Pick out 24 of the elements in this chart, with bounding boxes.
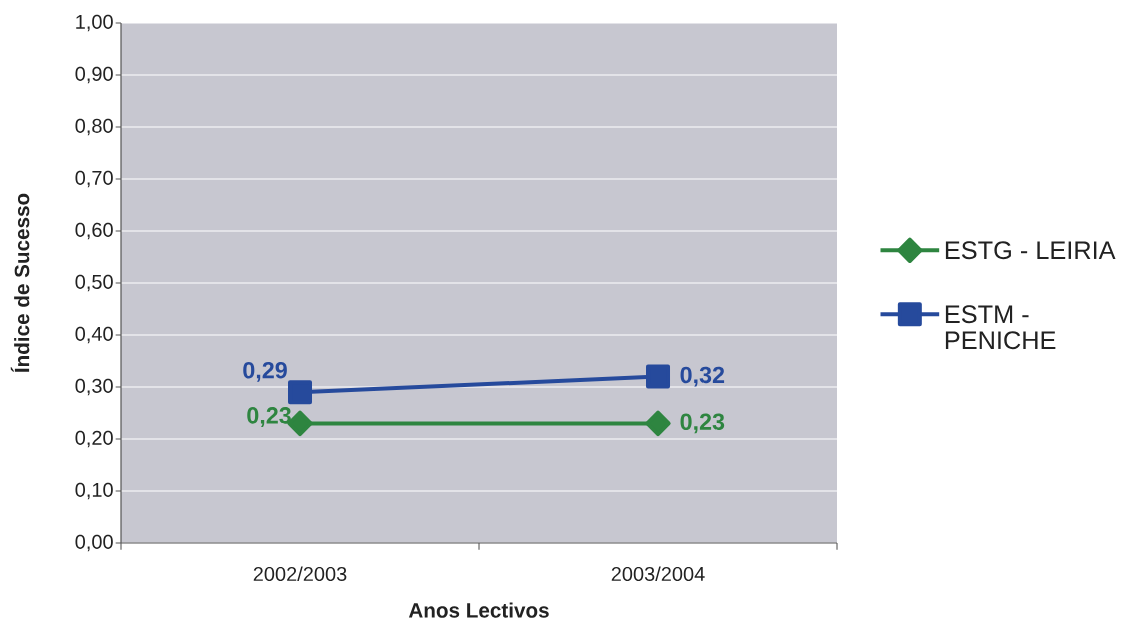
y-axis-title: Índice de Sucesso — [10, 193, 30, 373]
point — [646, 364, 671, 389]
y-tick-label: 0,90 — [75, 66, 113, 84]
y-tick-label: 0,80 — [75, 118, 113, 136]
data-label: 0,29 — [243, 361, 287, 382]
data-label: 0,23 — [247, 407, 291, 428]
y-tick-label: 0,10 — [75, 482, 113, 500]
x-tick-label: 2003/2004 — [611, 566, 705, 582]
x-axis-title: Anos Lectivos — [408, 602, 549, 618]
point — [288, 380, 313, 405]
y-tick-label: 1,00 — [76, 14, 113, 32]
y-tick-label: 0,20 — [75, 430, 113, 448]
data-label: 0,32 — [680, 366, 725, 387]
x-tick-label: 2002/2003 — [253, 566, 347, 582]
y-tick-label: 0,30 — [75, 378, 113, 396]
y-tick-label: 0,50 — [75, 274, 113, 292]
y-tick-label: 0,40 — [75, 326, 113, 344]
y-tick-label: 0,00 — [75, 534, 113, 552]
point — [645, 410, 671, 437]
y-tick-label: 0,70 — [75, 170, 113, 188]
legend-label: ESTM - PENICHE — [945, 305, 1056, 350]
y-tick-label: 0,60 — [75, 222, 113, 240]
data-label: 0,23 — [680, 413, 725, 434]
legend-label: ESTG - LEIRIA — [945, 241, 1116, 260]
